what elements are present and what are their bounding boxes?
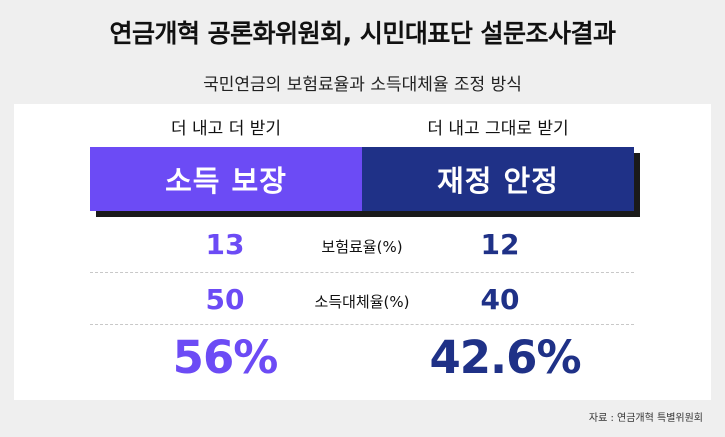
right-replacement-rate: 40 [480,283,520,316]
income-security-banner: 소득 보장 [90,147,362,211]
right-result-percent: 42.6% [429,331,581,384]
left-column-heading: 더 내고 더 받기 [170,119,282,139]
right-column-heading: 더 내고 그대로 받기 [427,119,569,139]
replacement-rate-label: 소득대체율(%) [314,293,410,311]
contribution-rate-label: 보험료율(%) [321,238,403,256]
page-title: 연금개혁 공론화위원회, 시민대표단 설문조사결과 [109,19,616,48]
source-note: 자료 : 연금개혁 특별위원회 [588,413,703,424]
fiscal-stability-banner: 재정 안정 [362,147,634,211]
right-contribution-rate: 12 [480,228,520,261]
page-subtitle: 국민연금의 보험료율과 소득대체율 조정 방식 [203,75,522,95]
left-replacement-rate: 50 [205,283,245,316]
row-divider [90,324,634,325]
left-contribution-rate: 13 [205,228,245,261]
left-result-percent: 56% [172,331,279,384]
row-divider [90,272,634,273]
